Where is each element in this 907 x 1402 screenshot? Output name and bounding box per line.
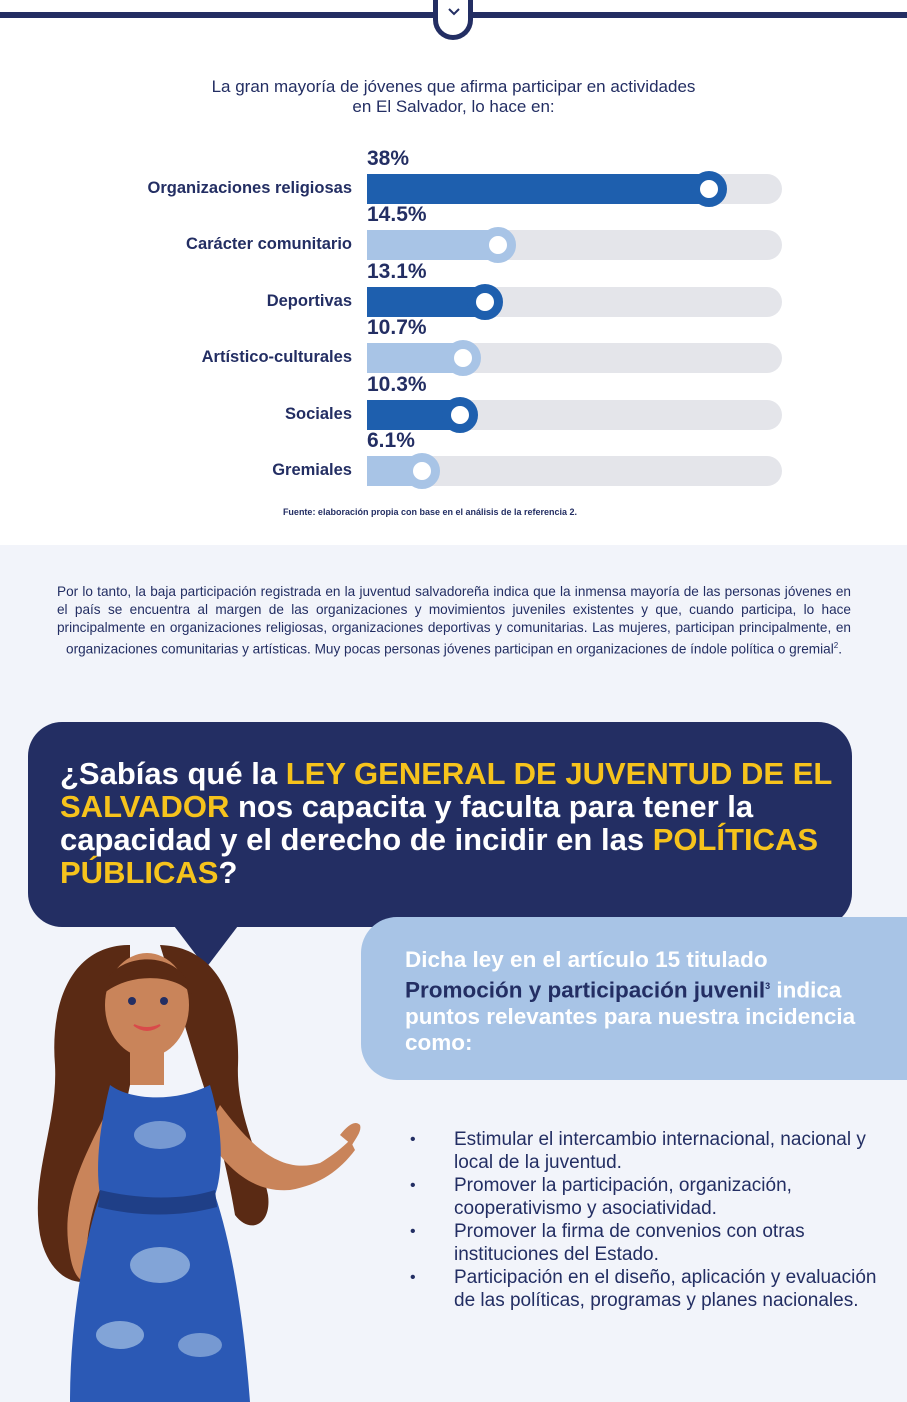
law-text: Dicha ley en el artículo 15 titulado Pro… <box>405 947 885 1056</box>
bullet-marker: • <box>410 1131 416 1148</box>
article-reference: 3 <box>765 981 771 991</box>
bar-end-marker <box>441 396 478 433</box>
list-item-text: Promover la firma de convenios con otras… <box>454 1221 805 1265</box>
bar-label: Sociales <box>285 404 352 423</box>
law-name-highlight: LEY GENERAL DE JUVENTUD DE EL SALVADOR <box>60 756 832 824</box>
source-note: Fuente: elaboración propia con base en e… <box>282 507 578 517</box>
bar-end-marker <box>445 340 482 377</box>
bar-label: Carácter comunitario <box>186 235 352 254</box>
bar-value-label: 14.5% <box>367 203 427 227</box>
list-item: • Estimular el intercambio internacional,… <box>410 1128 890 1174</box>
body-paragraph: Por lo tanto, la baja participación regi… <box>57 583 851 659</box>
list-item: • Participación en el diseño, aplicación … <box>410 1266 890 1312</box>
bar-value-label: 38% <box>367 147 410 170</box>
law-text-part2: indica puntos relevantes para nuestra in… <box>405 977 856 1055</box>
list-item-text: Promover la participación, organización,… <box>454 1175 792 1219</box>
list-item-text: Participación en el diseño, aplicación y… <box>454 1267 877 1311</box>
bar-value-label: 10.3% <box>367 372 427 396</box>
bar-value-label: 13.1% <box>367 259 427 283</box>
bar-label: Deportivas <box>266 291 352 310</box>
question-part1: ¿Sabías qué la <box>60 756 286 791</box>
bar-end-marker <box>466 283 503 320</box>
question-part3: ? <box>218 855 238 890</box>
bar-track <box>367 171 782 207</box>
bar-track <box>367 283 782 320</box>
question-bubble <box>28 722 852 927</box>
bar-value-label: 6.1% <box>367 429 415 452</box>
bullet-list: • Estimular el intercambio internacional,… <box>410 1128 890 1312</box>
bar-value-label: 10.7% <box>367 316 427 340</box>
bar-label: Organizaciones religiosas <box>147 179 353 197</box>
bar <box>367 230 498 261</box>
bar-label: Gremiales <box>272 461 352 479</box>
bar <box>367 286 485 317</box>
bar <box>367 174 709 204</box>
bullet-marker: • <box>410 1177 416 1194</box>
bar-track <box>367 453 782 489</box>
chevron-down-icon[interactable] <box>433 0 473 40</box>
paragraph-reference: 2 <box>833 641 839 650</box>
bar-end-marker <box>479 227 516 264</box>
law-text-part1: Dicha ley en el artículo 15 titulado <box>405 947 768 972</box>
top-section <box>0 0 907 545</box>
chart-intro: La gran mayoría de jóvenes que afirma pa… <box>211 77 696 116</box>
bar-track <box>367 227 782 264</box>
bullet-marker: • <box>410 1223 416 1240</box>
list-item-text: Estimular el intercambio internacional, … <box>454 1129 866 1173</box>
bar-end-marker <box>403 453 440 489</box>
bar-end-marker <box>691 171 727 207</box>
woman-illustration <box>37 945 361 1402</box>
paragraph-text: Por lo tanto, la baja participación regi… <box>57 584 851 657</box>
question-text: ¿Sabías qué la LEY GENERAL DE JUVENTUD D… <box>60 757 840 889</box>
law-bubble <box>361 917 907 1080</box>
bar-label: Artístico-culturales <box>201 348 352 367</box>
list-item: • Promover la firma de convenios con otra… <box>410 1220 890 1266</box>
bar-track <box>367 340 782 377</box>
article-title: Promoción y participación juvenil <box>405 977 766 1003</box>
public-policy-highlight: POLÍTICAS PÚBLICAS <box>60 822 819 890</box>
participation-bar-chart: Organizaciones religiosas 38% Carácter com… <box>0 0 907 540</box>
bar-track <box>367 396 782 433</box>
bullet-marker: • <box>410 1269 416 1286</box>
question-part2: nos capacita y faculta para tener la cap… <box>60 789 754 857</box>
paragraph-end: . <box>838 641 842 657</box>
list-item: • Promover la participación, organización… <box>410 1174 890 1220</box>
